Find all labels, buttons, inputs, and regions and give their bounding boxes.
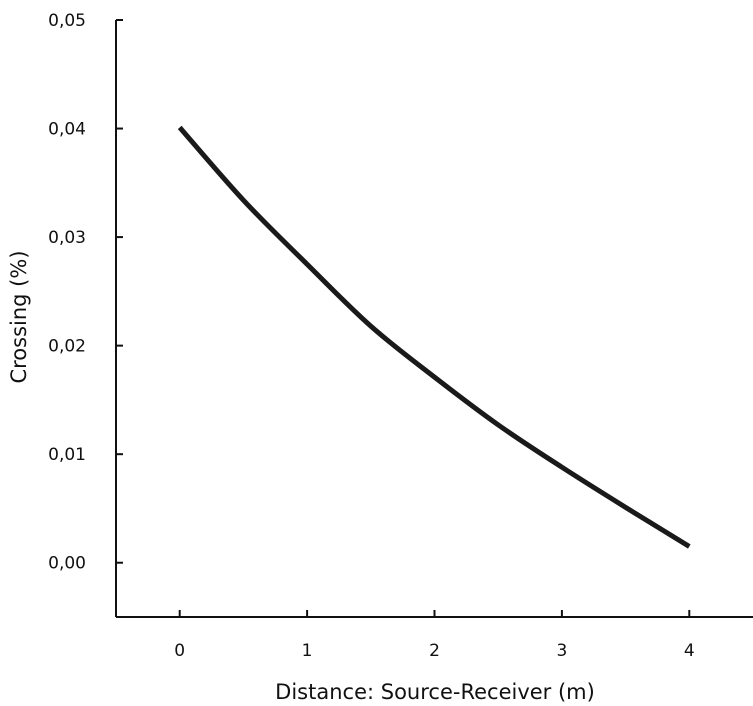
y-tick-label: 0,01 [48, 445, 86, 465]
x-ticks: 0 1 2 3 4 [174, 610, 695, 661]
y-tick-label: 0,00 [48, 554, 86, 574]
y-tick-label: 0,05 [48, 11, 86, 31]
x-tick-label: 3 [556, 641, 567, 661]
series-layer [177, 125, 691, 549]
x-tick-label: 2 [429, 641, 440, 661]
series-line [177, 125, 691, 549]
x-tick-label: 0 [174, 641, 185, 661]
y-tick-label: 0,02 [48, 337, 86, 357]
x-axis-label: Distance: Source-Receiver (m) [275, 680, 595, 704]
y-tick-label: 0,04 [48, 120, 86, 140]
y-axis-label: Crossing (%) [7, 250, 31, 383]
y-tick-label: 0,03 [48, 228, 86, 248]
x-tick-label: 4 [684, 641, 695, 661]
y-ticks: 0,00 0,01 0,02 0,03 0,04 0,05 [48, 11, 123, 574]
x-tick-label: 1 [302, 641, 313, 661]
